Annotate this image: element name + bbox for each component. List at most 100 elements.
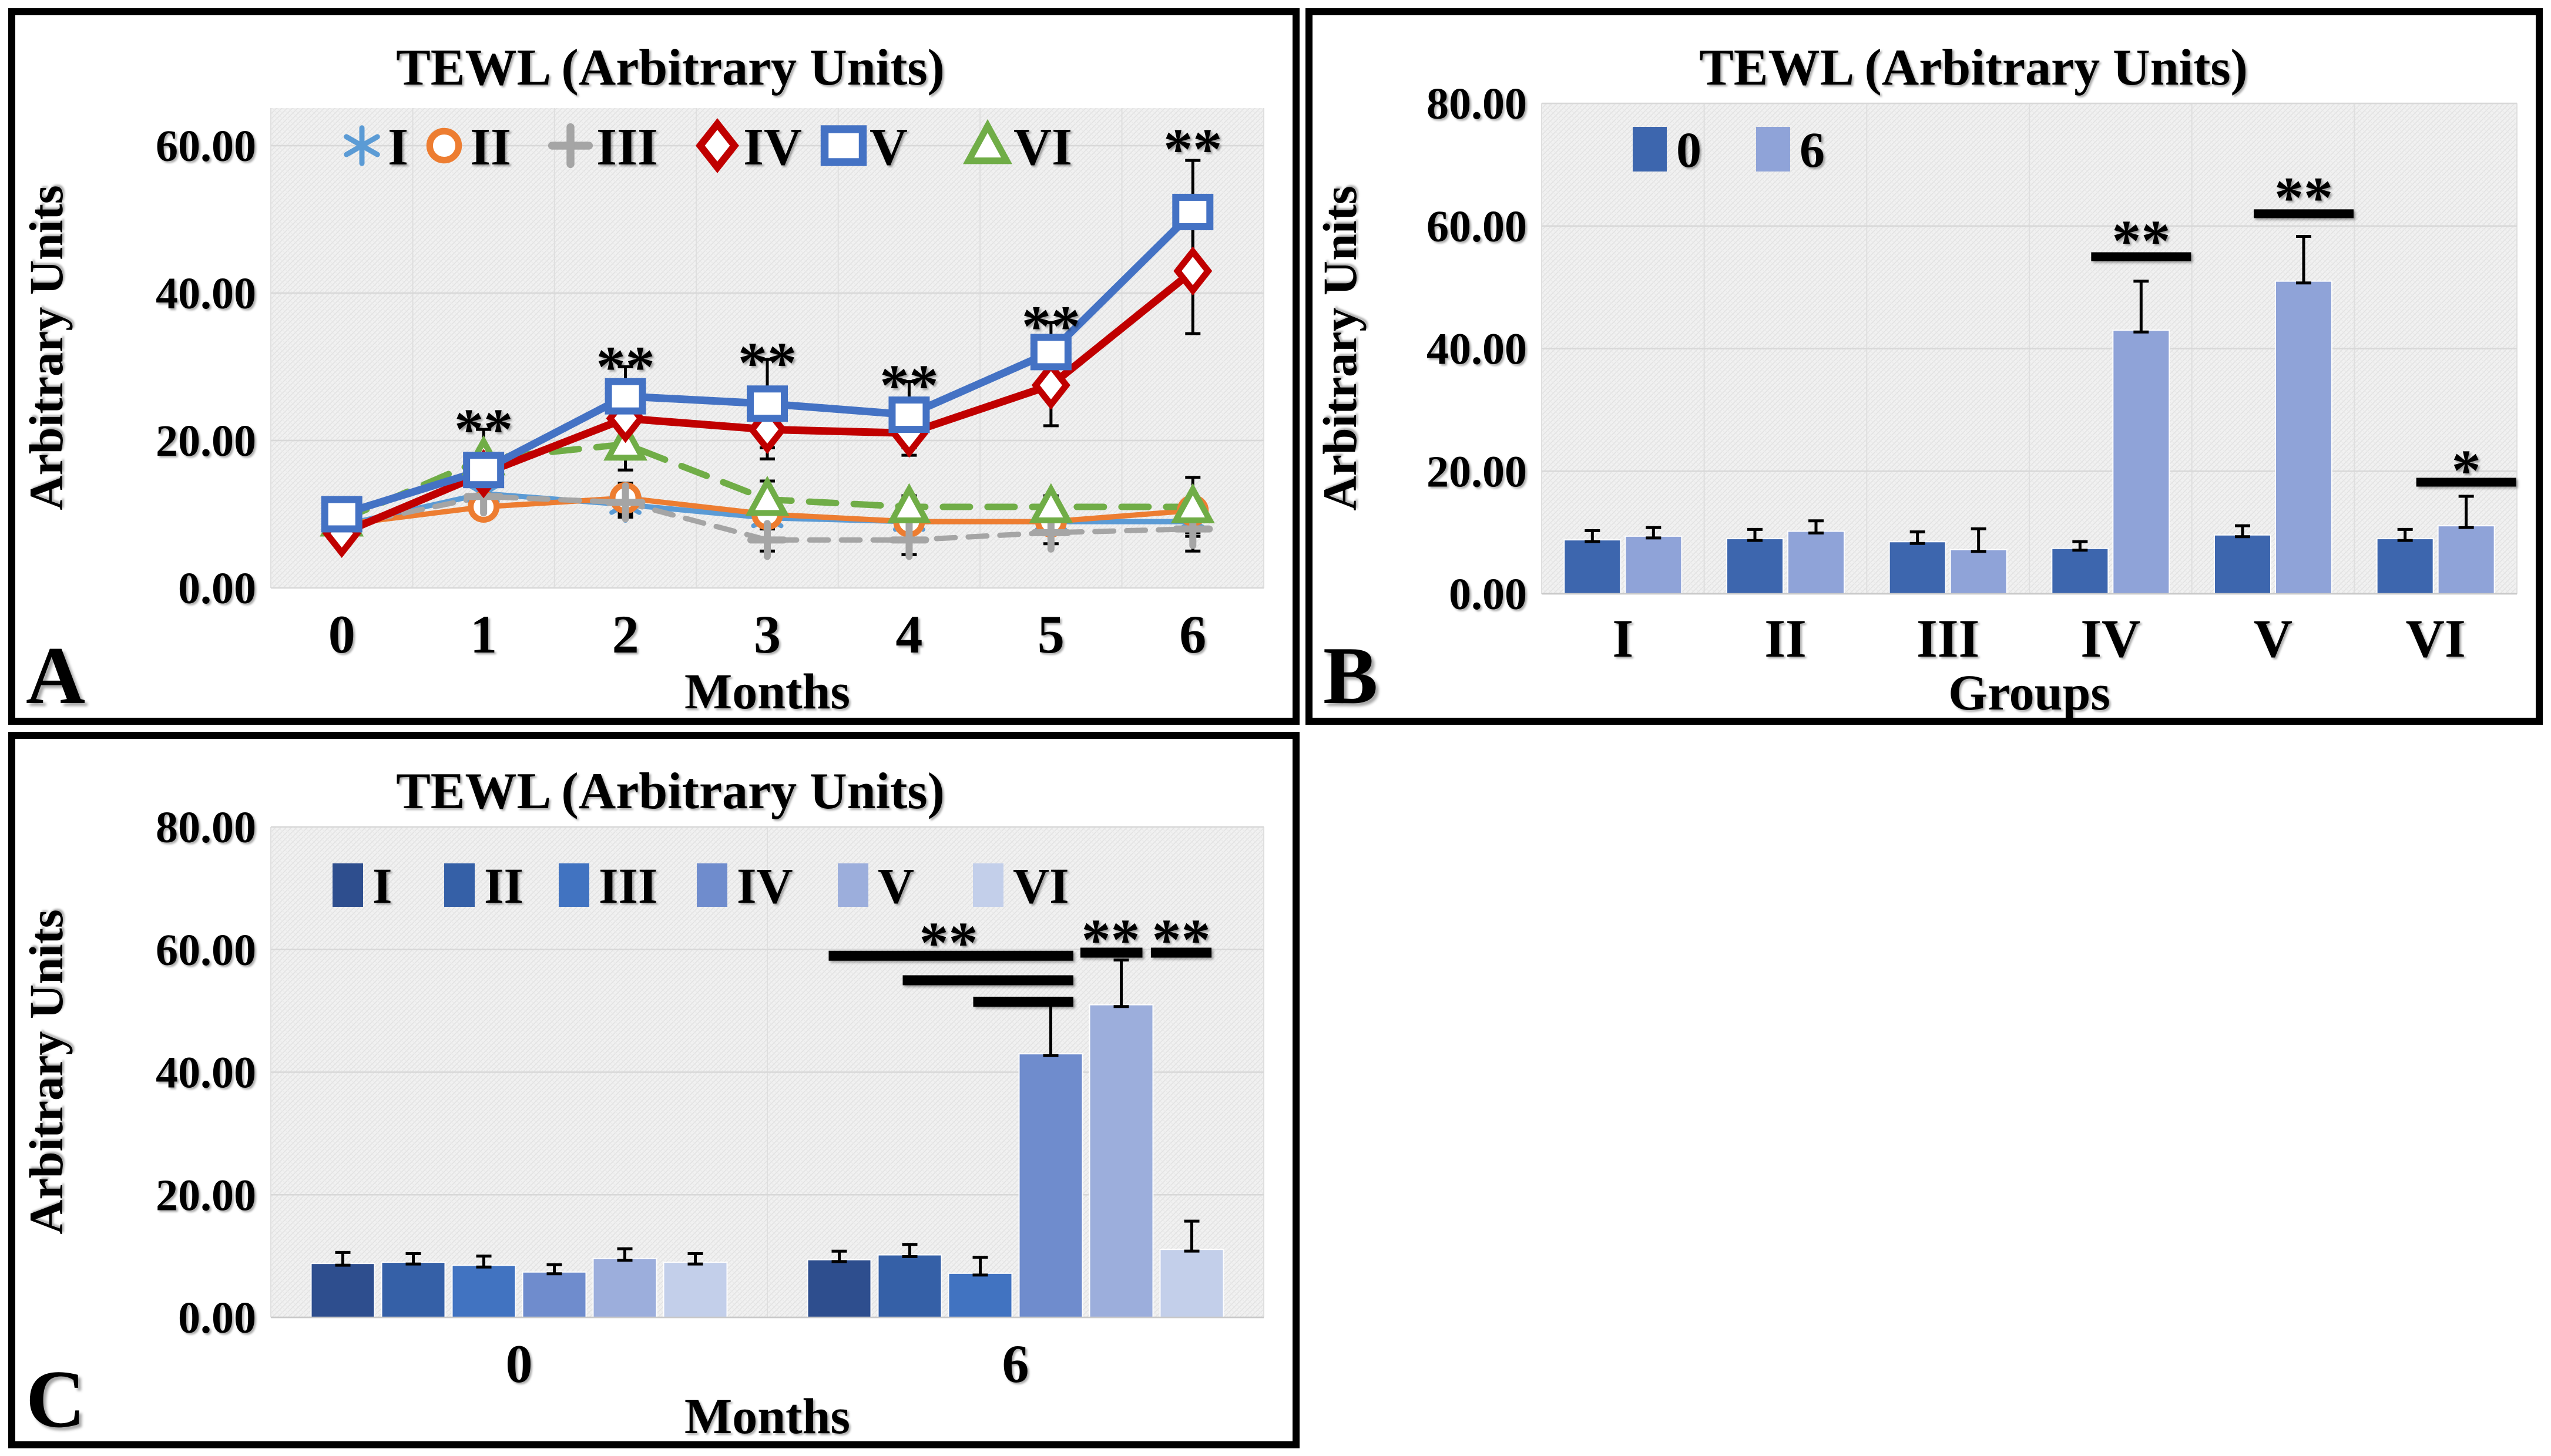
x-tick-label: 1 — [470, 604, 497, 664]
legend-label: III — [599, 858, 657, 914]
panel-c-letter: C — [26, 1354, 86, 1445]
x-tick-label: 5 — [1038, 604, 1065, 664]
y-axis-title: Arbitrary Units — [1313, 186, 1367, 510]
y-tick-label: 60.00 — [156, 122, 256, 171]
legend-marker-IV — [696, 118, 739, 173]
x-axis-title: Months — [684, 663, 850, 718]
panel-c: 0.00 20.00 40.00 60.00 80.00 TEWL (Arbitrary … — [8, 732, 1300, 1448]
chart-title: TEWL (Arbitrary Units) — [396, 763, 945, 820]
bar-VI-0 — [663, 1262, 728, 1318]
bar-0-III — [1888, 541, 1946, 594]
x-tick-label: 6 — [1179, 604, 1206, 664]
x-tick-label: 0 — [506, 1334, 533, 1394]
legend-label: III — [596, 118, 658, 176]
chart-title: TEWL (Arbitrary Units) — [1699, 39, 2248, 96]
bar-V-0 — [592, 1257, 657, 1318]
significance-stars: ** — [2112, 208, 2170, 273]
point-VI-month-5 — [1029, 483, 1073, 523]
bar-6-V — [2275, 280, 2332, 594]
legend-swatch-VI — [973, 863, 1003, 907]
bar-0-V — [2214, 534, 2271, 594]
legend-label: VI — [1013, 118, 1072, 176]
legend-label: IV — [743, 118, 802, 176]
legend-swatch-IV — [697, 863, 727, 907]
y-tick-label: 20.00 — [1426, 447, 1527, 496]
y-tick-label: 0.00 — [178, 564, 256, 613]
legend-marker-VI — [963, 119, 1012, 164]
significance-stars: ** — [1022, 293, 1080, 358]
bar-6-VI — [2437, 525, 2495, 594]
y-tick-label: 20.00 — [156, 416, 256, 466]
y-tick-label: 0.00 — [178, 1293, 256, 1343]
x-tick-label: V — [2254, 608, 2292, 668]
x-tick-label: VI — [2406, 608, 2466, 668]
y-tick-label: 60.00 — [156, 926, 256, 975]
legend-marker-II — [426, 127, 462, 164]
point-V-month-2 — [605, 378, 646, 415]
bar-6-III — [1949, 549, 2008, 594]
y-tick-label: 40.00 — [156, 1048, 256, 1098]
bar-6-I — [1624, 535, 1683, 595]
panel-c-chart: 0.00 20.00 40.00 60.00 80.00 TEWL (Arbitrary … — [19, 763, 1264, 1441]
point-IV-month-6 — [1173, 246, 1213, 296]
legend-swatch-II — [444, 863, 475, 907]
legend-label: V — [870, 118, 908, 176]
panel-b-letter: B — [1323, 630, 1378, 721]
point-V-month-5 — [1030, 334, 1072, 371]
bar-III-0 — [451, 1265, 516, 1318]
x-axis-title: Months — [684, 1388, 850, 1441]
point-III-month-3 — [747, 520, 787, 560]
bar-V-6 — [1089, 1004, 1154, 1318]
bar-VI-6 — [1159, 1249, 1224, 1318]
legend-swatch-6 — [1756, 127, 1790, 172]
significance-stars: ** — [1152, 907, 1211, 972]
point-VI-month-3 — [745, 475, 790, 516]
y-tick-label: 20.00 — [156, 1171, 256, 1220]
bar-IV-6 — [1018, 1053, 1083, 1318]
bar-II-0 — [381, 1262, 446, 1318]
point-III-month-4 — [889, 520, 929, 560]
legend-swatch-V — [838, 863, 868, 907]
legend-label: I — [388, 118, 408, 176]
legend-marker-V — [820, 125, 867, 166]
legend-swatch-I — [333, 863, 363, 907]
significance-stars: ** — [454, 396, 513, 462]
bar-I-0 — [310, 1263, 375, 1319]
x-tick-label: 0 — [328, 604, 355, 664]
x-tick-label: II — [1764, 608, 1807, 668]
legend-label: II — [484, 858, 523, 914]
legend-marker-I — [344, 125, 380, 166]
bar-6-II — [1787, 530, 1845, 594]
point-VI-month-4 — [887, 483, 931, 523]
panel-b-chart: 0.00 20.00 40.00 60.00 80.00 TEWL (Arbitrary … — [1313, 39, 2518, 718]
chart-title: TEWL (Arbitrary Units) — [396, 39, 945, 96]
x-tick-label: 6 — [1002, 1334, 1029, 1394]
bar-0-IV — [2051, 547, 2109, 595]
legend-marker-III — [548, 123, 593, 169]
legend-label: 0 — [1676, 122, 1701, 178]
x-tick-label: IV — [2080, 608, 2140, 668]
y-tick-label: 80.00 — [1426, 79, 1527, 129]
x-tick-label: III — [1916, 608, 1979, 668]
bar-II-6 — [877, 1254, 942, 1318]
bar-0-VI — [2376, 538, 2434, 594]
y-axis-title: Arbitrary Units — [19, 909, 73, 1234]
legend-label: I — [372, 858, 392, 914]
significance-stars: ** — [880, 352, 938, 418]
x-tick-label: 3 — [754, 604, 781, 664]
legend-label: VI — [1013, 858, 1069, 914]
significance-stars: ** — [919, 910, 978, 975]
panel-a-letter: A — [26, 630, 86, 721]
y-tick-label: 40.00 — [156, 269, 256, 318]
point-V-month-3 — [747, 385, 788, 422]
y-tick-label: 0.00 — [1449, 570, 1527, 619]
panel-b: 0.00 20.00 40.00 60.00 80.00 TEWL (Arbitrary … — [1305, 8, 2543, 725]
point-V-month-6 — [1172, 193, 1214, 230]
bar-0-II — [1726, 538, 1784, 594]
significance-stars: ** — [738, 330, 797, 395]
panel-a: 0.00 20.00 40.00 60.00 TEWL (Arbitrary Units… — [8, 8, 1300, 725]
y-tick-label: 40.00 — [1426, 325, 1527, 374]
panel-a-chart: 0.00 20.00 40.00 60.00 TEWL (Arbitrary Units… — [19, 39, 1264, 718]
x-tick-label: I — [1612, 608, 1633, 668]
legend-swatch-0 — [1633, 127, 1667, 172]
